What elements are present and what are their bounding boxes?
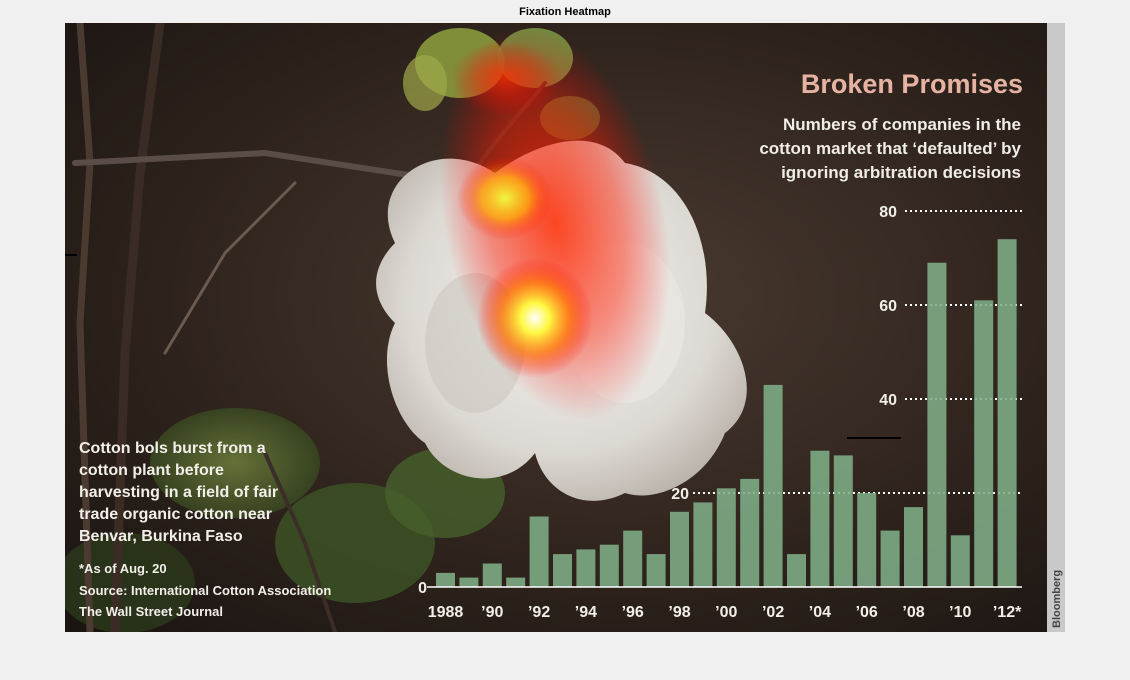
x-tick-label-1: ’90 [481,604,503,621]
x-tick-label-6: ’00 [715,604,737,621]
x-tick-label-3: ’94 [575,604,597,621]
x-tick-label-11: ’10 [949,604,971,621]
bar-1998 [670,511,689,587]
bar-1994 [576,549,596,587]
footnote: *As of Aug. 20 [79,561,167,576]
photo-credit: Bloomberg [1051,570,1063,628]
bar-2001 [740,478,760,587]
y-tick-label-60: 60 [879,298,897,315]
photo-caption: Cotton bols burst from a cotton plant be… [79,440,278,545]
right-strip [1047,23,1065,632]
subtitle-line-2: cotton market that ‘defaulted’ by [759,139,1021,158]
bar-1990 [482,563,502,587]
chart-y-ticks: 0 20 40 60 80 [418,204,897,597]
x-tick-label-2: ’92 [528,604,550,621]
bar-2010 [950,535,970,587]
bar-2006 [857,493,877,587]
branches [72,23,547,632]
bar-1997 [646,554,666,587]
subtitle-line-1: Numbers of companies in the [783,115,1021,134]
caption-line-4: trade organic cotton near [79,506,272,523]
caption-line-5: Benvar, Burkina Faso [79,528,243,545]
caption-line-1: Cotton bols burst from a [79,440,266,457]
bar-2004 [810,450,830,587]
bar-2008 [904,507,923,587]
heatmap-image-panel: Broken Promises Numbers of companies in … [65,23,1065,632]
infographic-image: Broken Promises Numbers of companies in … [65,23,1065,632]
source-note: Source: International Cotton Association [79,583,331,598]
bar-1989 [459,577,479,587]
headline: Broken Promises [801,69,1023,99]
bar-2009 [927,262,947,587]
x-tick-label-7: ’02 [762,604,784,621]
x-tick-label-10: ’08 [902,604,924,621]
x-tick-label-5: ’98 [668,604,690,621]
figure-title: Fixation Heatmap [519,6,611,18]
bar-1996 [623,530,643,587]
x-tick-label-8: ’04 [809,604,831,621]
bar-2011 [974,300,994,587]
caption-line-2: cotton plant before [79,462,224,479]
chart-bars [436,239,1017,587]
bar-2012 [997,239,1017,587]
bar-2005 [833,455,853,587]
bar-1988 [436,572,455,587]
y-tick-label-20: 20 [671,486,689,503]
bar-1991 [506,577,526,587]
bar-1995 [599,544,619,587]
bar-1993 [553,554,572,587]
x-tick-label-9: ’06 [856,604,878,621]
y-tick-label-40: 40 [879,392,897,409]
bar-2007 [880,530,900,587]
x-tick-label-12: ’12* [993,604,1022,621]
bar-1999 [693,502,713,587]
subtitle: Numbers of companies in the cotton marke… [759,115,1021,182]
bar-1992 [529,516,549,587]
bar-2003 [787,554,806,587]
subtitle-line-3: ignoring arbitration decisions [781,163,1021,182]
fixation-heat-overlay [439,26,671,420]
y-tick-label-0: 0 [418,580,427,597]
caption-line-3: harvesting in a field of fair [79,484,278,501]
publisher-note: The Wall Street Journal [79,604,223,619]
x-tick-label-0: 1988 [428,604,464,621]
bar-2002 [763,384,783,587]
bar-2000 [716,488,736,587]
y-tick-label-80: 80 [879,204,897,221]
x-tick-label-4: ’96 [622,604,644,621]
chart-x-ticks: 1988 ’90 ’92 ’94 ’96 ’98 ’00 ’02 ’04 ’06 ’08 ’10 ’12… [428,604,1022,621]
